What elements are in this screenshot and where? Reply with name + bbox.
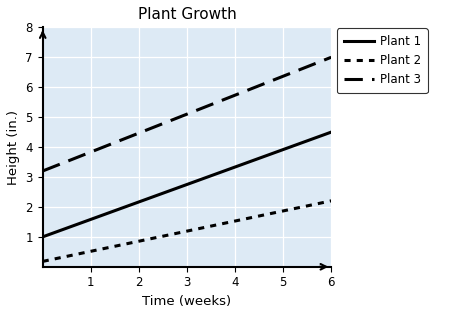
Plant 3: [178, 114, 184, 118]
Plant 1: [276, 149, 281, 153]
Plant 2: [276, 210, 281, 214]
Y-axis label: Height (in.): Height (in.): [7, 110, 20, 185]
Title: Plant Growth: Plant Growth: [137, 7, 236, 22]
Plant 3: [196, 107, 201, 111]
Plant 3: [328, 55, 333, 59]
Plant 3: [276, 76, 281, 80]
Plant 3: [177, 115, 182, 119]
Plant 3: [40, 169, 45, 173]
Plant 1: [328, 130, 333, 134]
Plant 2: [328, 199, 333, 203]
Plant 2: [196, 227, 201, 231]
Plant 1: [177, 185, 182, 189]
Plant 1: [178, 185, 184, 188]
Plant 1: [196, 178, 201, 182]
Plant 1: [321, 133, 326, 136]
Plant 1: [40, 235, 45, 239]
Line: Plant 1: Plant 1: [43, 132, 330, 237]
Plant 2: [178, 230, 184, 234]
Plant 2: [177, 231, 182, 235]
Plant 2: [211, 223, 217, 227]
Plant 2: [321, 200, 326, 204]
X-axis label: Time (weeks): Time (weeks): [142, 295, 231, 308]
Plant 1: [211, 173, 217, 176]
Plant 3: [211, 101, 217, 105]
Line: Plant 2: Plant 2: [43, 201, 330, 261]
Line: Plant 3: Plant 3: [43, 57, 330, 171]
Plant 2: [40, 260, 45, 263]
Plant 3: [321, 58, 326, 62]
Legend: Plant 1, Plant 2, Plant 3: Plant 1, Plant 2, Plant 3: [336, 28, 427, 93]
